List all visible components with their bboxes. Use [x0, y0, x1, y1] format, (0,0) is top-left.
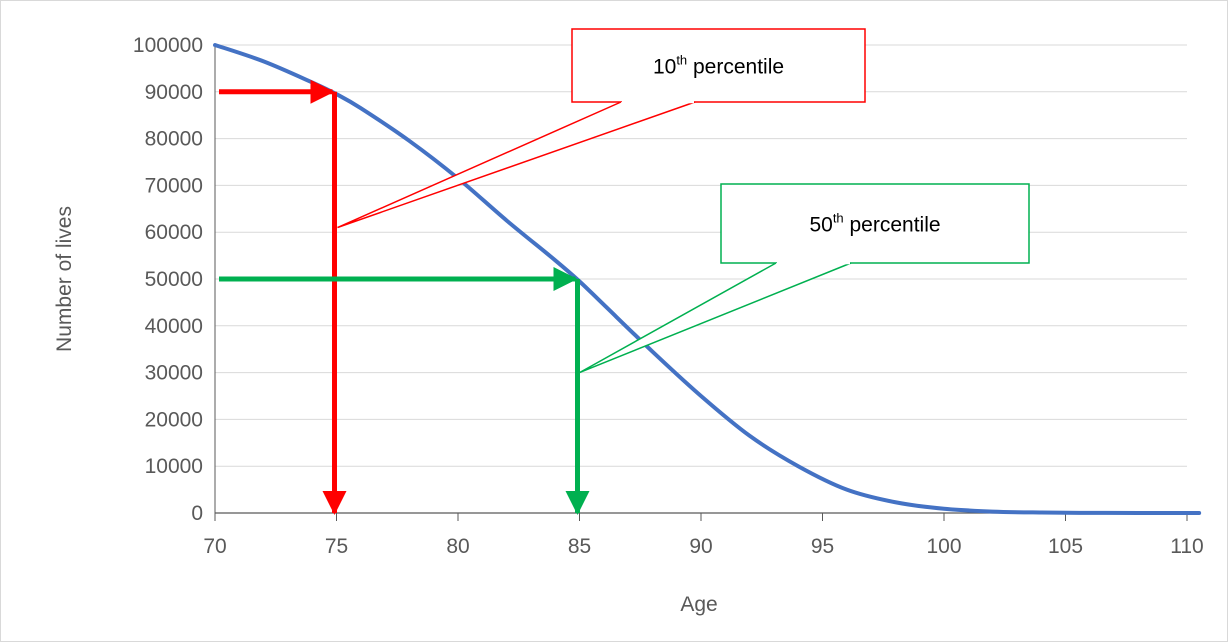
survival-curve-line	[213, 43, 1202, 515]
y-axis-title: Number of lives	[53, 206, 76, 352]
percentile-arrows	[219, 79, 590, 515]
callout-label-superscript: th	[833, 211, 844, 226]
callout-label-text: percentile	[844, 214, 941, 237]
callout-pointer	[579, 262, 852, 374]
x-axis-title: Age	[680, 593, 717, 616]
callout-label-number: 50	[809, 214, 832, 237]
callout-label-number: 10	[653, 56, 676, 79]
x-tick-label: 80	[446, 535, 469, 558]
series-layer	[213, 43, 1202, 515]
y-tick-label: 10000	[145, 455, 203, 478]
callout-label: 50th percentile	[809, 211, 940, 237]
percentile-callout: 50th percentile	[579, 183, 1030, 374]
x-tick-label: 70	[203, 535, 226, 558]
y-tick-label: 80000	[145, 128, 203, 151]
y-tick-label: 60000	[145, 221, 203, 244]
x-tick-label: 90	[689, 535, 712, 558]
y-tick-label: 100000	[133, 34, 203, 57]
callout-pointer	[337, 101, 696, 229]
x-tick-label: 110	[1170, 535, 1203, 558]
axes: 0 10000 20000 30000 40000 50000 60000 70000 8000…	[133, 34, 1204, 558]
callout-label: 10th percentile	[653, 53, 784, 79]
percentile-callout: 10th percentile	[337, 28, 866, 229]
callout-label-superscript: th	[676, 53, 687, 68]
y-tick-label: 40000	[145, 315, 203, 338]
y-tick-label: 70000	[145, 174, 203, 197]
callout-box	[720, 183, 1030, 264]
y-tick-label: 0	[191, 502, 203, 525]
x-tick-label: 95	[811, 535, 834, 558]
x-tick-label: 85	[568, 535, 591, 558]
x-tick-label: 100	[926, 535, 961, 558]
callout-box	[571, 28, 866, 103]
y-tick-label: 50000	[145, 268, 203, 291]
x-tick-label: 105	[1048, 535, 1083, 558]
callout-label-text: percentile	[687, 56, 784, 79]
x-tick-label: 75	[325, 535, 348, 558]
y-tick-label: 20000	[145, 408, 203, 431]
y-tick-label: 30000	[145, 362, 203, 385]
y-tick-label: 90000	[145, 81, 203, 104]
